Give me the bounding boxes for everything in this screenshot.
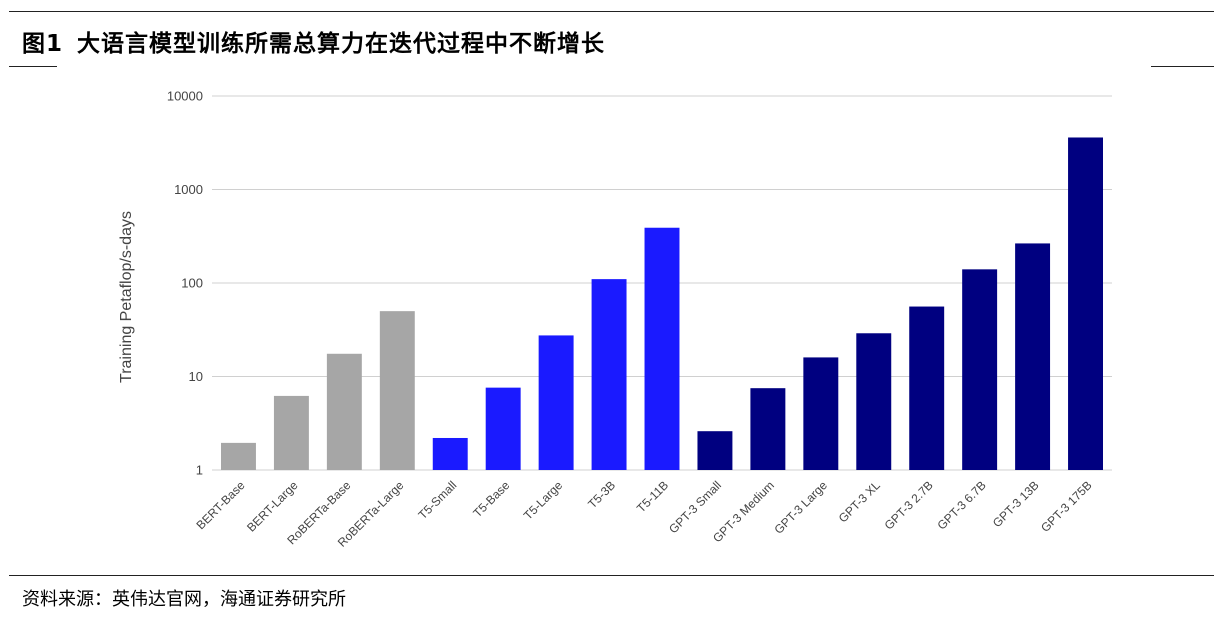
y-tick-label: 100 (181, 276, 203, 291)
bottom-rule (9, 575, 1214, 576)
x-tick-label: GPT-3 Large (771, 478, 830, 537)
y-axis-ticks: 1 10 100 1000 10000 (167, 89, 203, 478)
y-tick-label: 10 (189, 369, 203, 384)
y-tick-label: 1 (196, 463, 203, 478)
bar (379, 311, 415, 470)
bar (1015, 243, 1051, 470)
figure-title: 图1 大语言模型训练所需总算力在迭代过程中不断增长 (22, 24, 605, 58)
bar (273, 395, 309, 470)
title-underline-left (9, 66, 57, 67)
x-tick-label: GPT-3 175B (1038, 478, 1095, 535)
bar (432, 437, 468, 470)
x-tick-label: GPT-3 6.7B (935, 478, 989, 532)
source-note: 资料来源：英伟达官网，海通证券研究所 (22, 589, 346, 610)
bar (750, 388, 786, 470)
x-tick-label: BERT-Large (244, 478, 301, 535)
y-tick-label: 10000 (167, 89, 203, 104)
x-tick-label: T5-Large (521, 478, 566, 523)
x-tick-label: T5-3B (585, 478, 618, 511)
top-rule (9, 11, 1214, 12)
bar (697, 431, 733, 470)
bar (221, 442, 256, 470)
bar (644, 227, 680, 470)
x-tick-label: GPT-3 13B (990, 478, 1042, 530)
bar (803, 357, 839, 470)
x-tick-label: GPT-3 2.7B (882, 478, 936, 532)
x-axis-labels: BERT-BaseBERT-LargeRoBERTa-BaseRoBERTa-L… (194, 478, 1095, 550)
y-axis-title: Training Petaflop/s-days (118, 211, 135, 383)
bar (485, 387, 521, 470)
x-tick-label: T5-11B (634, 478, 671, 515)
x-tick-label: T5-Base (470, 478, 512, 520)
bar (909, 306, 945, 470)
figure-title-text: 大语言模型训练所需总算力在迭代过程中不断增长 (77, 31, 606, 57)
x-tick-label: BERT-Base (194, 478, 248, 532)
bar-chart: 1 10 100 1000 10000 BERT-BaseBERT-LargeRoBER… (118, 89, 1112, 550)
bar (962, 269, 998, 470)
bar (1068, 137, 1103, 470)
y-tick-label: 1000 (174, 182, 203, 197)
x-tick-label: GPT-3 XL (836, 478, 883, 525)
title-underline-right (1151, 66, 1214, 67)
bar (326, 353, 362, 470)
bar (538, 335, 574, 470)
bar (591, 279, 627, 470)
x-tick-label: T5-Small (416, 478, 460, 522)
figure-number: 图1 (22, 31, 64, 57)
bar (856, 333, 892, 470)
x-tick-label: GPT-3 Small (666, 478, 724, 536)
bars (221, 137, 1103, 470)
